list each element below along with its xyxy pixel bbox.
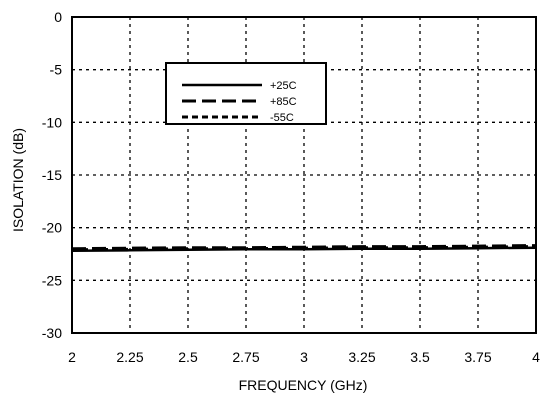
x-tick-label: 4 xyxy=(532,349,540,365)
y-tick-label: 0 xyxy=(54,9,62,25)
tick-labels: 2 2.25 2.5 2.75 3 3.25 3.5 3.75 4 0 -5 -10 -15 -20 -25… xyxy=(42,9,540,365)
x-tick-label: 2.25 xyxy=(116,349,143,365)
y-tick-label: -25 xyxy=(42,272,62,288)
x-tick-label: 3.5 xyxy=(410,349,430,365)
legend-label: -55C xyxy=(270,112,294,124)
legend: +25C +85C -55C xyxy=(165,62,327,125)
legend-label: +85C xyxy=(270,96,297,108)
legend-box xyxy=(165,62,327,125)
series-lines xyxy=(71,244,537,253)
x-tick-label: 3 xyxy=(300,349,308,365)
legend-label: +25C xyxy=(270,80,297,92)
series-line-3 xyxy=(71,245,537,252)
x-tick-label: 2 xyxy=(68,349,76,365)
y-tick-label: -20 xyxy=(42,220,62,236)
y-tick-label: -15 xyxy=(42,167,62,183)
x-axis-title: FREQUENCY (GHz) xyxy=(239,377,368,393)
x-tick-label: 3.25 xyxy=(348,349,375,365)
x-tick-label: 3.75 xyxy=(464,349,491,365)
y-tick-label: -10 xyxy=(42,114,62,130)
y-tick-label: -30 xyxy=(42,325,62,341)
x-tick-label: 2.75 xyxy=(232,349,259,365)
y-tick-label: -5 xyxy=(50,62,63,78)
y-axis-title: ISOLATION (dB) xyxy=(10,128,26,232)
grid-lines xyxy=(72,17,536,333)
plot-frame xyxy=(71,16,537,334)
x-tick-label: 2.5 xyxy=(178,349,198,365)
